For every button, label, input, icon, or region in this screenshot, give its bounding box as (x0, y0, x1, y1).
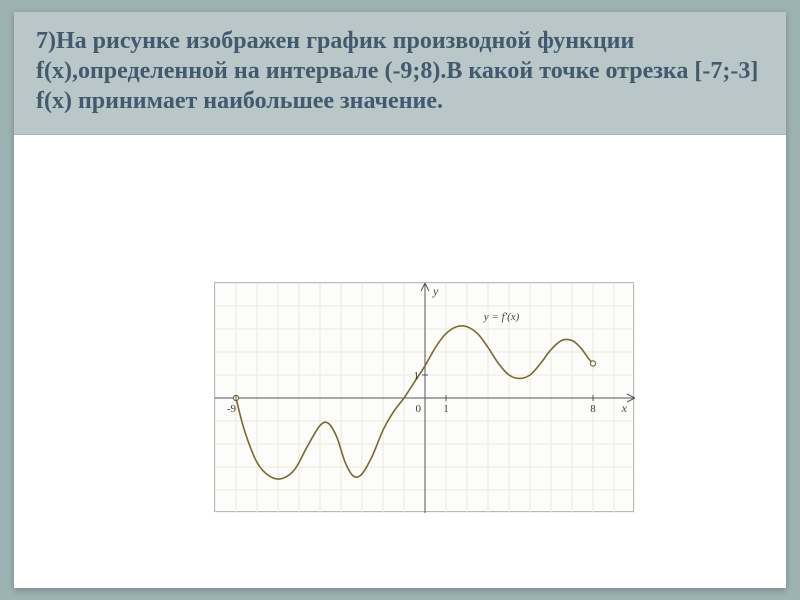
x-tick-label: 8 (590, 403, 596, 415)
endpoint-marker (590, 361, 595, 366)
x-axis-label: x (621, 401, 628, 415)
chart-svg: -9 0 1 8 1 x y y = f′(x) (215, 283, 635, 513)
x-tick-label: 0 (416, 403, 422, 415)
derivative-curve (236, 326, 593, 479)
slide: 7)На рисунке изображен график производно… (0, 0, 800, 600)
x-tick-label: -9 (227, 403, 237, 415)
x-tick-label: 1 (443, 403, 449, 415)
function-label: y = f′(x) (483, 311, 520, 323)
slide-paper: 7)На рисунке изображен график производно… (14, 12, 786, 588)
y-tick-label: 1 (414, 370, 420, 382)
derivative-chart: -9 0 1 8 1 x y y = f′(x) (214, 282, 634, 512)
y-axis-label: y (432, 284, 439, 298)
problem-title: 7)На рисунке изображен график производно… (14, 12, 786, 135)
